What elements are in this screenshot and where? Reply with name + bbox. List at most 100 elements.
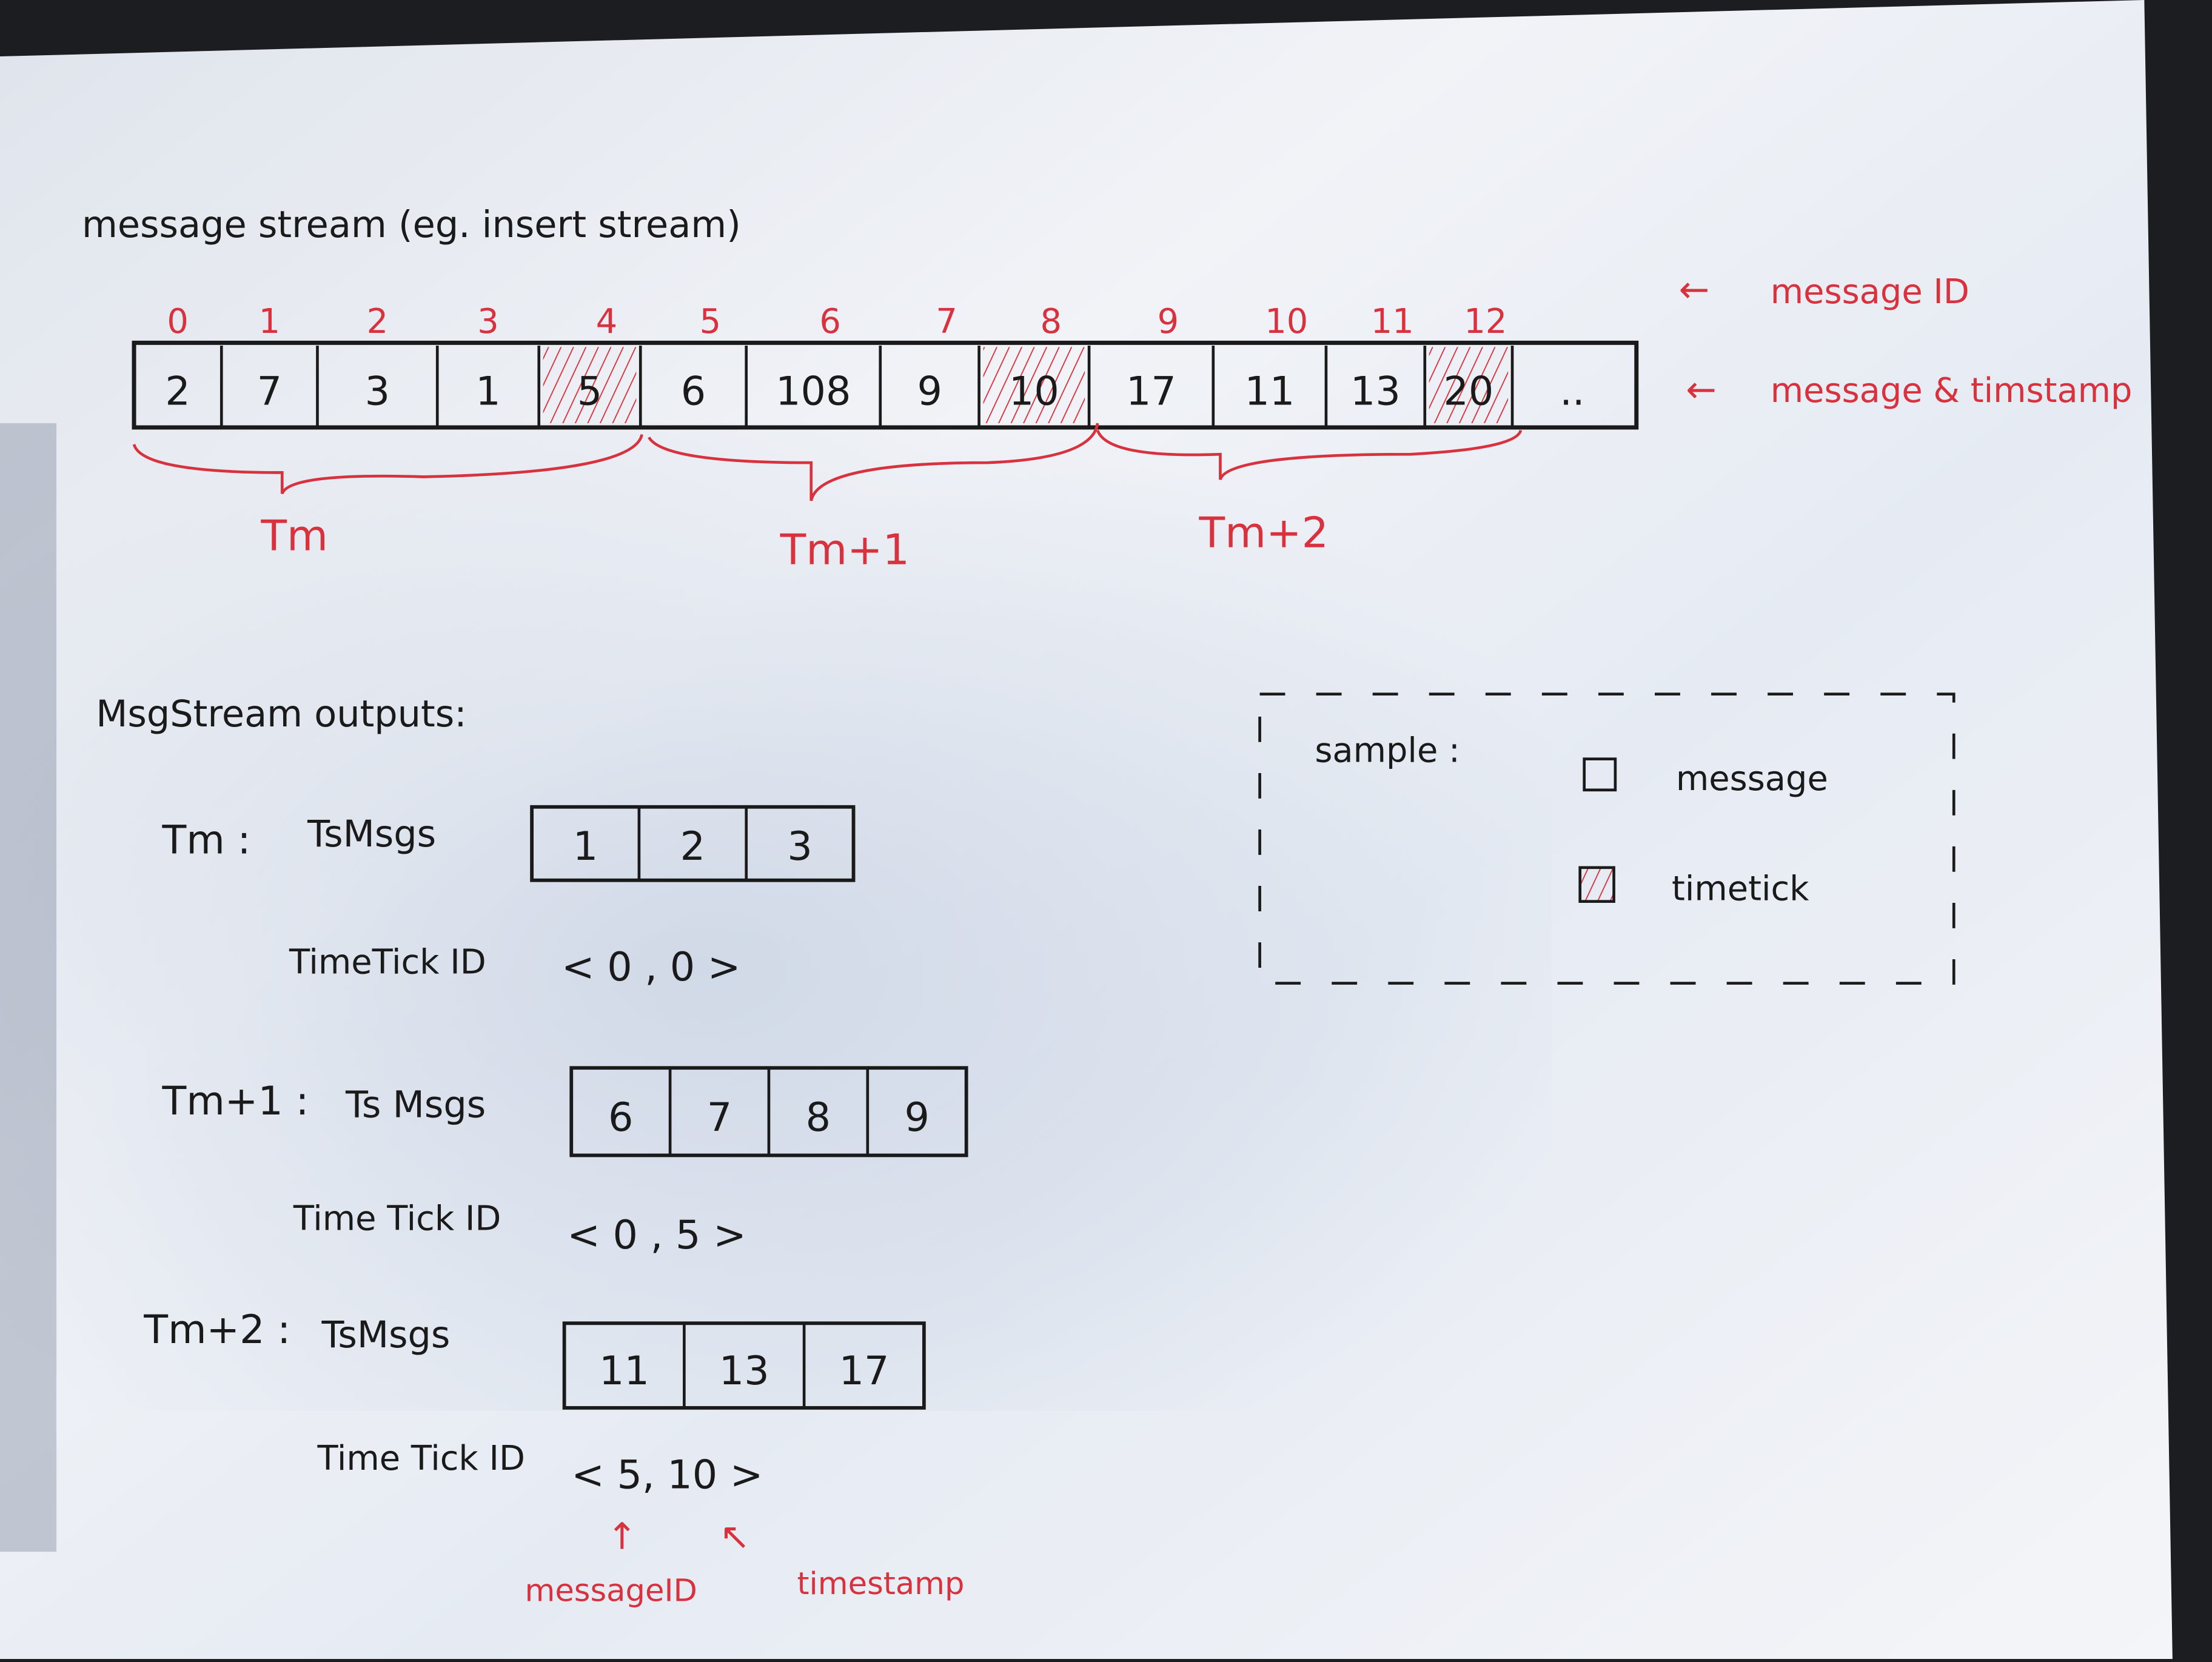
message-id: 0 — [167, 302, 189, 341]
outputs-heading: MsgStream outputs: — [96, 693, 466, 736]
timetick-value: < 5, 10 > — [571, 1452, 763, 1498]
message-id: 9 — [1158, 302, 1179, 341]
message-id: 1 — [259, 302, 281, 341]
cell-value: 20 — [1443, 369, 1493, 415]
stream-outline — [132, 340, 1639, 430]
group-name: Tm : — [162, 818, 251, 863]
message-id: 3 — [477, 302, 499, 341]
label-message-timestamp: message & timstamp — [1771, 371, 2133, 410]
legend-timetick-label: timetick — [1672, 869, 1809, 908]
group-name: Tm+2 : — [143, 1307, 290, 1353]
legend-message-swatch — [1583, 757, 1617, 792]
legend: sample : message timetick — [1258, 692, 1956, 985]
cell-value: 11 — [1244, 369, 1295, 415]
cell-value: 3 — [365, 369, 390, 415]
message-id: 11 — [1371, 302, 1414, 341]
arrow-up-icon: ↑ — [606, 1516, 637, 1558]
msgs-label: TsMsgs — [321, 1314, 450, 1356]
page-title: message stream (eg. insert stream) — [82, 204, 741, 246]
stream-cell-message: 11 — [1212, 346, 1295, 427]
brace-tm2 — [1096, 429, 1523, 480]
segment-braces — [132, 423, 1523, 501]
arrow-left-icon: ← — [1679, 269, 1710, 311]
timetick-hatch — [1429, 347, 1509, 423]
message-id: 10 — [1265, 302, 1308, 341]
ts-msg-value: 11 — [599, 1349, 649, 1394]
message-id: 5 — [700, 302, 722, 341]
cell-value: 2 — [165, 369, 190, 415]
legend-message-label: message — [1676, 759, 1828, 799]
cell-value: 5 — [577, 369, 602, 415]
cell-value: 1 — [475, 369, 500, 415]
cell-value: 7 — [257, 369, 282, 415]
brace-tm — [132, 434, 643, 495]
timetick-label: Time Tick ID — [317, 1439, 525, 1478]
ts-msgs-box: 11 13 17 — [562, 1321, 926, 1410]
ts-msg-value: 13 — [719, 1349, 769, 1394]
stream-cell-message: 1 — [435, 346, 501, 427]
ts-msgs-box: 1 2 3 — [530, 805, 856, 882]
timetick-label: TimeTick ID — [289, 942, 486, 982]
timetick-label: Time Tick ID — [293, 1199, 501, 1239]
message-id: 2 — [367, 302, 389, 341]
cell-value: 10 — [1009, 369, 1059, 415]
cell-value: 6 — [681, 369, 706, 415]
legend-border — [1258, 692, 1956, 985]
ts-msg-value: 8 — [806, 1095, 831, 1141]
ts-msg-value: 1 — [573, 824, 598, 870]
label-message-id: message ID — [1771, 272, 1969, 312]
outputs: Tm : TsMsgs 1 2 3 TimeTick ID < 0 , 0 > Tm… — [143, 805, 968, 1609]
ts-msg-value: 6 — [608, 1095, 633, 1141]
cell-value: 17 — [1126, 369, 1176, 415]
message-id: 7 — [936, 302, 957, 341]
stream-cell-message: 17 — [1087, 346, 1176, 427]
message-id: 6 — [819, 302, 841, 341]
box-outline — [530, 805, 856, 882]
stream-cell-timetick: 10 — [977, 346, 1085, 427]
ts-msgs-box: 6 7 8 9 — [569, 1066, 968, 1158]
message-id: 12 — [1464, 302, 1507, 341]
ts-msg-value: 7 — [707, 1095, 732, 1141]
stream-cell-timetick: 5 — [537, 346, 637, 427]
ts-msg-value: 17 — [839, 1349, 890, 1394]
message-id: 4 — [596, 302, 618, 341]
stream-cell-message: 6 — [638, 346, 706, 427]
stream-cell-message: 7 — [220, 346, 282, 427]
arrow-up-left-icon: ↖ — [720, 1516, 751, 1558]
stream-cell-message: 13 — [1324, 346, 1401, 427]
stream-cell-message: 2 — [165, 369, 190, 415]
cell-value: 108 — [776, 369, 851, 415]
ts-msg-value: 9 — [905, 1095, 930, 1141]
stream-cell-message: 3 — [316, 346, 390, 427]
ts-msg-value: 2 — [680, 824, 705, 870]
group-name: Tm+1 : — [162, 1079, 309, 1124]
legend-title: sample : — [1315, 731, 1460, 770]
annotation-timestamp: timestamp — [797, 1566, 964, 1602]
annotation-message-id: messageID — [525, 1573, 697, 1609]
brace-tm1 — [648, 423, 1099, 501]
cell-value: 9 — [917, 369, 942, 415]
arrow-left-icon: ← — [1686, 369, 1717, 411]
stream-cell-message: .. — [1510, 346, 1585, 427]
segment-label-tm1: Tm+1 — [780, 526, 910, 575]
segment-label-tm2: Tm+2 — [1199, 509, 1329, 558]
stream-cell-message: 108 — [745, 346, 851, 427]
timetick-value: < 0 , 0 > — [561, 945, 741, 990]
msgs-label: TsMsgs — [307, 813, 436, 856]
timetick-hatch — [983, 347, 1085, 423]
box-outline — [562, 1321, 926, 1410]
timetick-hatch — [543, 347, 637, 423]
cell-value: .. — [1560, 369, 1584, 415]
stream-cell-message: 9 — [879, 346, 942, 427]
segment-label-tm: Tm — [260, 511, 328, 560]
legend-timetick-swatch — [1578, 866, 1615, 903]
cell-value: 13 — [1350, 369, 1401, 415]
stream-cell-timetick: 20 — [1423, 346, 1509, 427]
timetick-value: < 0 , 5 > — [567, 1213, 746, 1258]
ts-msg-value: 3 — [787, 824, 812, 870]
msgs-label: Ts Msgs — [345, 1084, 486, 1127]
message-id: 8 — [1040, 302, 1062, 341]
